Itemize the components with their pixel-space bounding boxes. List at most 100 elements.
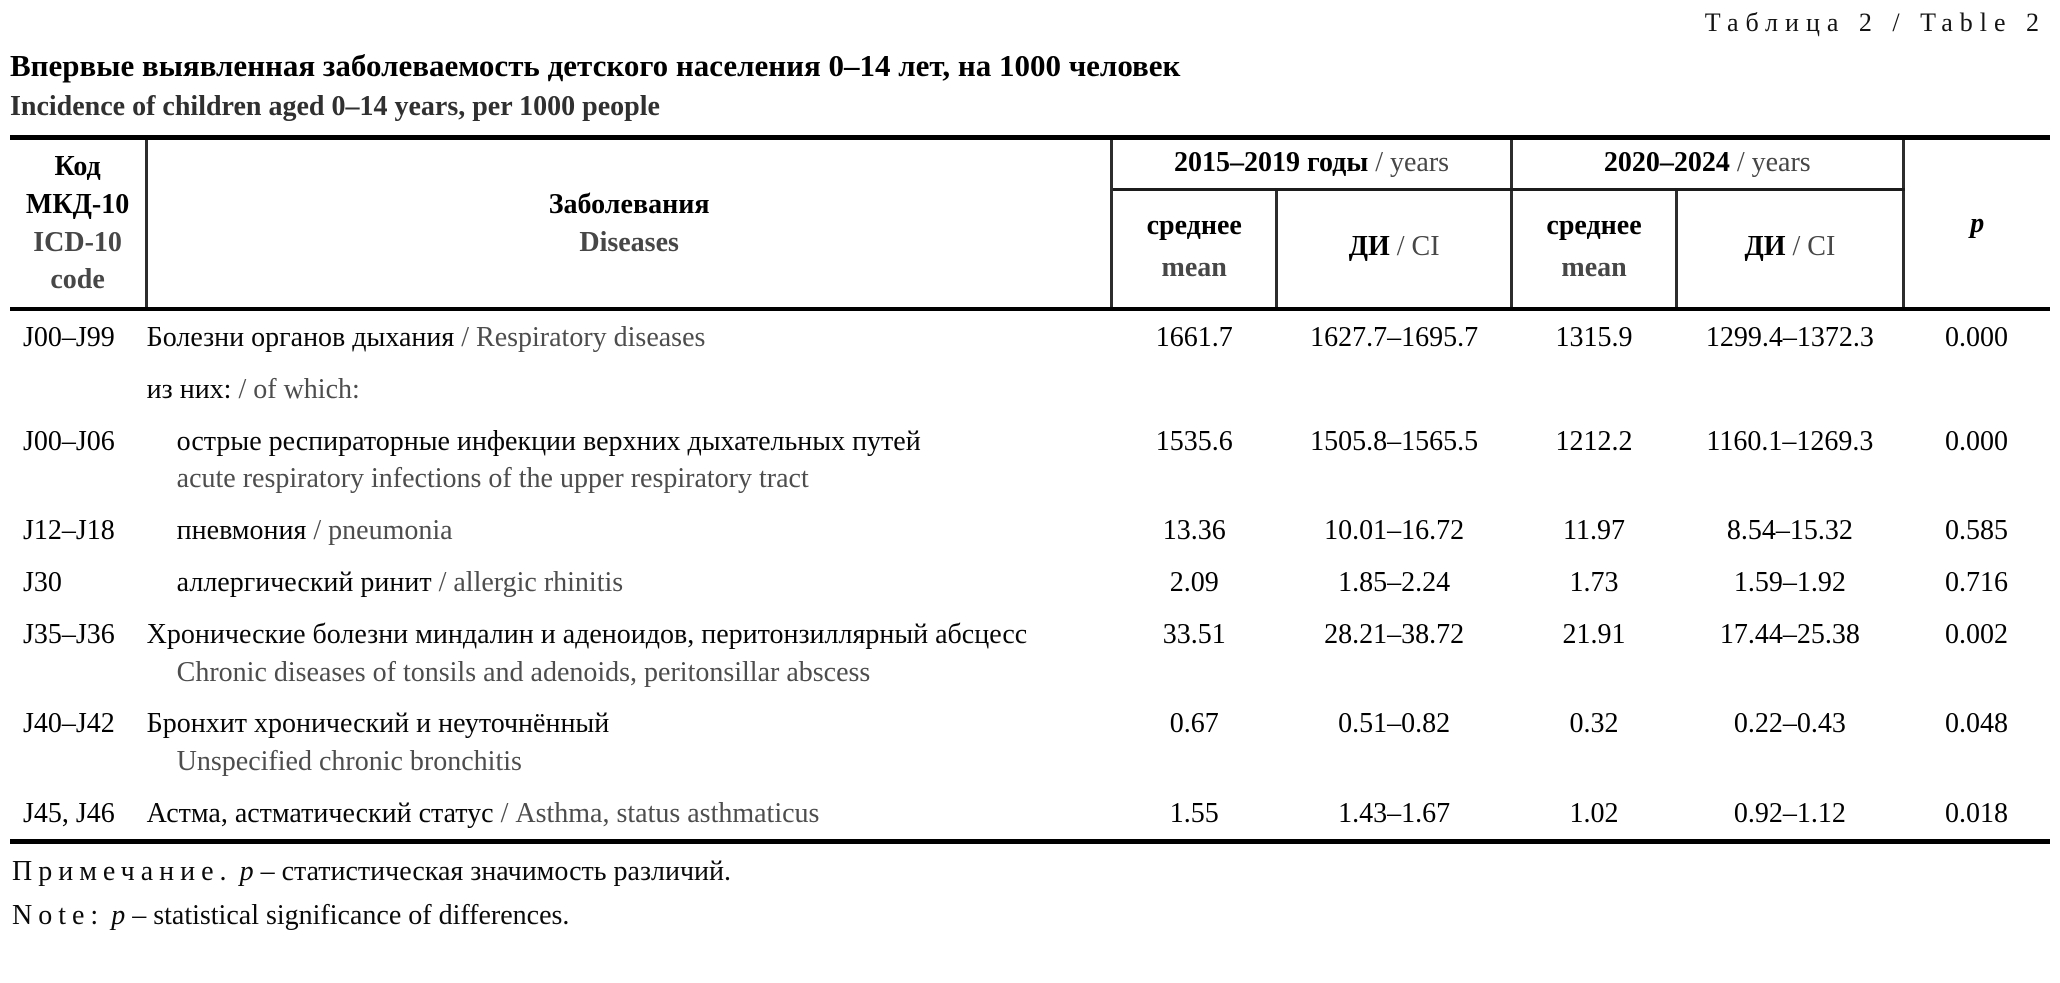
header-icd-code: Код МКД-10 ICD-10 code	[10, 137, 149, 309]
header-period-2020-2024: 2020–2024 / years	[1511, 137, 1904, 191]
cell-p-value	[1903, 363, 2050, 415]
cell-ci-2020: 0.92–1.12	[1733, 797, 1846, 829]
cell-ci-2020: 0.22–0.43	[1733, 708, 1846, 740]
table-row: J40–J42 Бронхит хронический и неуточнённы…	[10, 697, 2050, 787]
header-period-2015-2019: 2015–2019 годы / years	[1111, 137, 1513, 191]
cell-mean-2015: 33.51	[1162, 618, 1226, 650]
disease-name-en: / Asthma, status asthmaticus	[493, 797, 820, 829]
cell-mean-2015: 2.09	[1169, 566, 1219, 598]
cell-ci-2020: 1160.1–1269.3	[1706, 425, 1874, 457]
disease-name-ru: Астма, астматический статус	[146, 797, 494, 829]
header-ci-2020-ru: ДИ	[1744, 231, 1786, 262]
cell-mean-2015: 1.55	[1169, 797, 1219, 829]
cell-icd-code: J00–J06	[23, 425, 115, 457]
table-row: J12–J18 пневмония / pneumonia 13.36 10.01–1…	[10, 504, 2050, 556]
title-english: Incidence of children aged 0–14 years, p…	[10, 91, 660, 122]
cell-mean-2015	[1112, 363, 1277, 415]
cell-icd-code	[10, 363, 147, 415]
cell-ci-2015	[1277, 363, 1512, 415]
cell-ci-2015: 28.21–38.72	[1324, 618, 1465, 650]
header-period-2015-2019-years: / years	[1368, 147, 1450, 178]
cell-mean-2020: 1.73	[1569, 566, 1619, 598]
header-p-value: p	[1901, 137, 2050, 309]
header-period-2020-2024-years: / years	[1729, 147, 1811, 178]
disease-name-ru: пневмония	[176, 515, 307, 547]
table-header: Код МКД-10 ICD-10 code Заболевания Disea…	[10, 137, 2050, 310]
cell-mean-2020	[1511, 363, 1676, 415]
header-mean-2015: среднее mean	[1111, 189, 1279, 309]
header-ci-2015: ДИ / CI	[1276, 189, 1513, 309]
note-russian: Примечание. p – статистическая значимост…	[12, 856, 2050, 888]
disease-name-ru: Болезни органов дыхания	[146, 322, 455, 353]
header-p-value-label: p	[1970, 207, 1985, 239]
cell-mean-2020: 11.97	[1563, 515, 1626, 547]
cell-disease: Болезни органов дыхания / Respiratory di…	[147, 309, 1112, 363]
cell-p-value: 0.000	[1945, 425, 2009, 457]
disease-name-ru: Хронические болезни миндалин и аденоидов…	[146, 618, 1028, 650]
disease-name-en: / Respiratory diseases	[454, 322, 706, 353]
cell-ci-2015: 1.43–1.67	[1338, 797, 1451, 829]
header-ci-2015-en: / CI	[1389, 231, 1440, 262]
cell-ci-2020: 1299.4–1372.3	[1705, 322, 1874, 353]
cell-ci-2015: 1.85–2.24	[1338, 566, 1451, 598]
disease-name-ru: аллергический ринит	[176, 566, 432, 598]
cell-icd-code: J12–J18	[23, 515, 115, 547]
header-row-groups: Код МКД-10 ICD-10 code Заболевания Disea…	[10, 137, 2050, 309]
cell-ci-2015: 10.01–16.72	[1324, 515, 1465, 547]
cell-ci-2020: 17.44–25.38	[1719, 618, 1860, 650]
cell-p-value: 0.048	[1945, 708, 2009, 740]
cell-icd-code: J35–J36	[23, 618, 115, 650]
disease-name-ru: острые респираторные инфекции верхних ды…	[176, 425, 921, 457]
cell-disease: Бронхит хронический и неуточнённый Unspec…	[147, 697, 1112, 787]
header-row-subcolumns: среднее mean ДИ / CI среднее mean ДИ / C…	[10, 189, 2050, 310]
disease-name-en: / of which:	[231, 373, 360, 405]
header-ci-2020-en: / CI	[1785, 231, 1836, 262]
cell-disease: острые респираторные инфекции верхних ды…	[147, 415, 1112, 505]
cell-icd-code: J30	[23, 566, 62, 598]
disease-name-ru: Бронхит хронический и неуточнённый	[146, 708, 610, 740]
note-english-text: – statistical significance of difference…	[132, 899, 570, 931]
table-caption-label: Таблица 2 / Table 2	[1704, 8, 2046, 37]
cell-p-value: 0.000	[1945, 322, 2009, 353]
cell-ci-2020	[1677, 363, 1903, 415]
cell-icd-code: J00–J99	[23, 322, 115, 353]
header-diseases: Заболевания Diseases	[146, 137, 1114, 309]
cell-mean-2020: 1212.2	[1555, 425, 1633, 457]
header-ci-2020: ДИ / CI	[1677, 190, 1903, 310]
table-row: J30 аллергический ринит / allergic rhinit…	[10, 556, 2050, 608]
header-mean-2015-en: mean	[1161, 252, 1227, 283]
cell-mean-2020: 21.91	[1562, 618, 1626, 650]
cell-mean-2015: 0.67	[1169, 708, 1219, 740]
cell-p-value: 0.018	[1945, 797, 2009, 829]
page: Таблица 2 / Table 2 Впервые выявленная з…	[10, 8, 2050, 932]
header-diseases-ru: Заболевания	[548, 188, 710, 220]
header-mean-2020-en: mean	[1561, 252, 1627, 283]
header-mean-2020-ru: среднее	[1546, 210, 1642, 241]
note-russian-text: – статистическая значимость различий.	[260, 855, 732, 887]
cell-mean-2020: 1.02	[1569, 797, 1619, 829]
cell-ci-2020: 1.59–1.92	[1733, 566, 1846, 598]
table-body: J00–J99 Болезни органов дыхания / Respira…	[10, 309, 2050, 841]
cell-icd-code: J45, J46	[23, 797, 115, 829]
header-mean-2015-ru: среднее	[1146, 210, 1242, 241]
disease-name-en: / pneumonia	[306, 515, 453, 547]
note-russian-p: p	[239, 855, 254, 887]
cell-p-value: 0.716	[1945, 566, 2009, 598]
header-diseases-en: Diseases	[579, 226, 679, 258]
header-icd-code-ru: Код МКД-10	[25, 150, 130, 220]
cell-icd-code: J40–J42	[23, 708, 115, 740]
note-english-label: Note:	[12, 899, 105, 931]
cell-disease: Астма, астматический статус / Asthma, st…	[147, 787, 1112, 841]
cell-p-value: 0.585	[1945, 515, 2009, 547]
header-period-2020-2024-label: 2020–2024	[1603, 147, 1730, 178]
cell-mean-2020: 1315.9	[1555, 322, 1633, 353]
cell-ci-2015: 0.51–0.82	[1338, 708, 1451, 740]
header-ci-2015-ru: ДИ	[1348, 231, 1390, 262]
cell-mean-2015: 1661.7	[1155, 322, 1233, 353]
disease-name-en: Chronic diseases of tonsils and adenoids…	[176, 656, 871, 688]
cell-p-value: 0.002	[1945, 618, 2009, 650]
cell-mean-2015: 1535.6	[1155, 425, 1233, 457]
cell-disease: аллергический ринит / allergic rhinitis	[147, 556, 1112, 608]
table-row: из них: / of which:	[10, 363, 2050, 415]
cell-ci-2015: 1505.8–1565.5	[1310, 425, 1479, 457]
